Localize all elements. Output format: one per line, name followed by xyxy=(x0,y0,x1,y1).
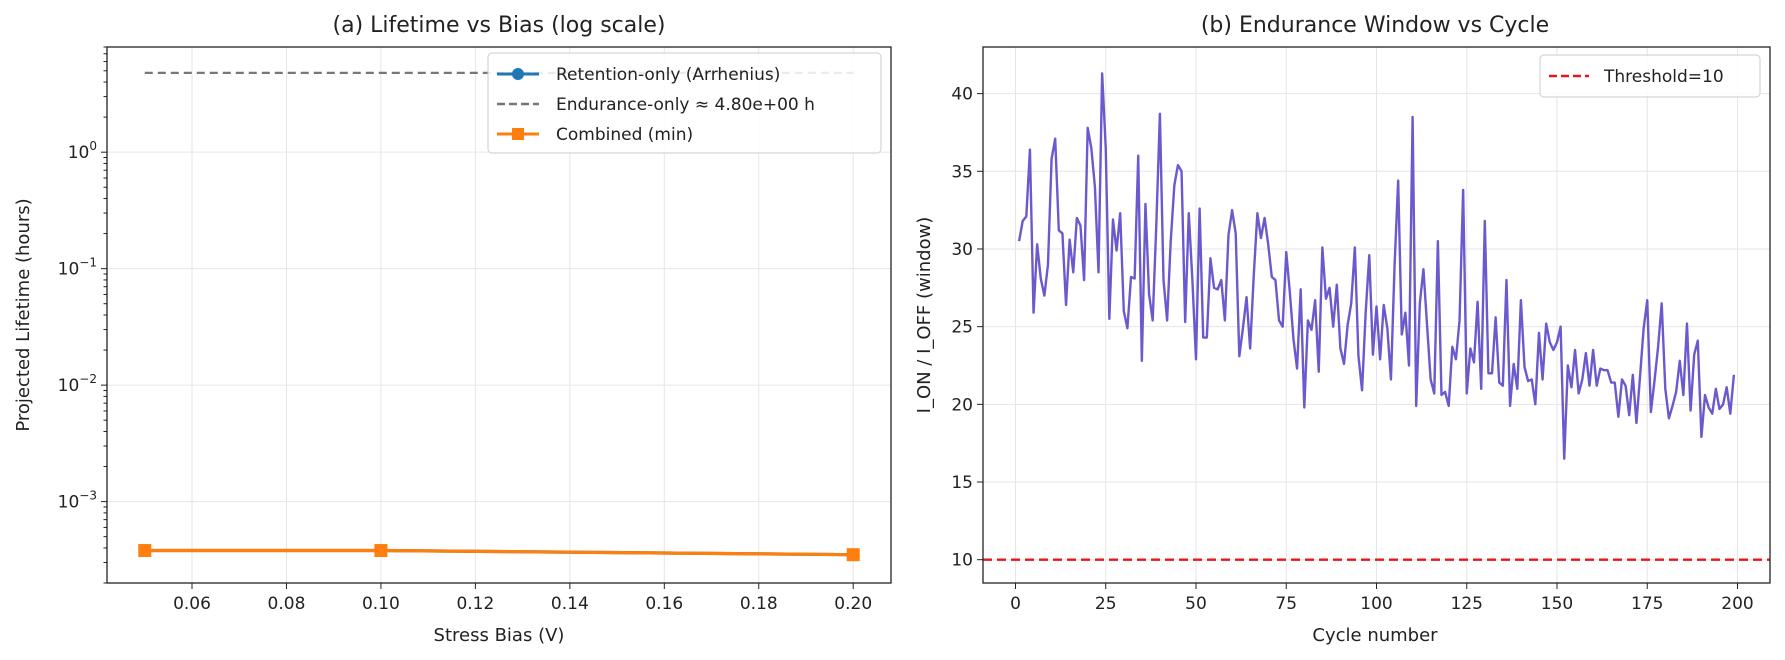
panel-endurance-vs-cycle: (b) Endurance Window vs Cycle 0 25 50 75 100… xyxy=(914,13,1771,646)
panel-b-xlabel: Cycle number xyxy=(1312,625,1438,646)
legend-marker-combined xyxy=(512,128,524,140)
y-tick-label: 15 xyxy=(951,473,973,493)
panel-a-ylabel: Projected Lifetime (hours) xyxy=(13,198,34,431)
series-line-2 xyxy=(144,548,854,557)
x-tick-label: 0.06 xyxy=(173,594,211,614)
panel-a-plot-area xyxy=(138,71,860,562)
x-tick-label: 75 xyxy=(1275,594,1297,614)
x-tick-label: 200 xyxy=(1721,594,1753,614)
x-tick-label: 0.16 xyxy=(645,594,683,614)
x-tick-label: 0 xyxy=(1010,594,1021,614)
y-tick-label: 20 xyxy=(951,395,973,415)
x-tick-label: 175 xyxy=(1631,594,1663,614)
legend-box xyxy=(1539,54,1761,98)
x-tick-label: 0.14 xyxy=(551,594,589,614)
legend-label-combined: Combined (min) xyxy=(556,125,693,145)
panel-b-legend: Threshold=10 xyxy=(1539,54,1761,98)
panel-b-grid xyxy=(983,47,1770,583)
series-point xyxy=(374,544,388,558)
x-tick-label: 50 xyxy=(1185,594,1207,614)
legend-box xyxy=(487,52,882,154)
y-tick-label: 25 xyxy=(951,318,973,338)
y-tick-label: 10−2 xyxy=(58,372,97,396)
x-tick-label: 125 xyxy=(1451,594,1483,614)
panel-a-xlabel: Stress Bias (V) xyxy=(434,625,565,646)
x-tick-label: 0.20 xyxy=(834,594,872,614)
series-point xyxy=(846,548,860,562)
y-tick-label: 10−1 xyxy=(58,256,97,280)
y-tick-label: 35 xyxy=(951,162,973,182)
x-tick-label: 150 xyxy=(1541,594,1573,614)
panel-b-title: (b) Endurance Window vs Cycle xyxy=(1201,13,1549,38)
panel-b-ticks: 0 25 50 75 100 125 150 175 200 10 15 20 25 30 35 40 xyxy=(951,85,1753,614)
series-line-window xyxy=(1017,72,1736,460)
legend-label-retention: Retention-only (Arrhenius) xyxy=(556,65,780,85)
panel-a-title: (a) Lifetime vs Bias (log scale) xyxy=(333,13,666,38)
y-tick-label: 10 xyxy=(951,551,973,571)
y-tick-label: 40 xyxy=(951,85,973,105)
panel-lifetime-vs-bias: (a) Lifetime vs Bias (log scale) 0.06 0.0… xyxy=(13,13,892,646)
y-tick-label: 100 xyxy=(68,139,97,163)
series-point xyxy=(138,544,152,558)
panel-b-ylabel: I_ON / I_OFF (window) xyxy=(914,217,935,414)
x-tick-label: 100 xyxy=(1360,594,1392,614)
panel-b-plot-area xyxy=(983,72,1770,561)
x-tick-label: 0.18 xyxy=(740,594,778,614)
panel-a-legend: Retention-only (Arrhenius) Endurance-onl… xyxy=(487,52,882,154)
legend-label-threshold: Threshold=10 xyxy=(1603,67,1724,87)
y-tick-label: 10−3 xyxy=(58,489,97,513)
x-tick-label: 0.08 xyxy=(268,594,306,614)
x-tick-label: 0.10 xyxy=(362,594,400,614)
legend-marker-retention xyxy=(512,68,524,80)
x-tick-label: 25 xyxy=(1095,594,1117,614)
panel-a-ticks: 0.06 0.08 0.10 0.12 0.14 0.16 0.18 0.20 10−3 10−2… xyxy=(58,46,872,614)
legend-label-endurance: Endurance-only ≈ 4.80e+00 h xyxy=(556,95,815,115)
y-tick-label: 30 xyxy=(951,240,973,260)
x-tick-label: 0.12 xyxy=(456,594,494,614)
